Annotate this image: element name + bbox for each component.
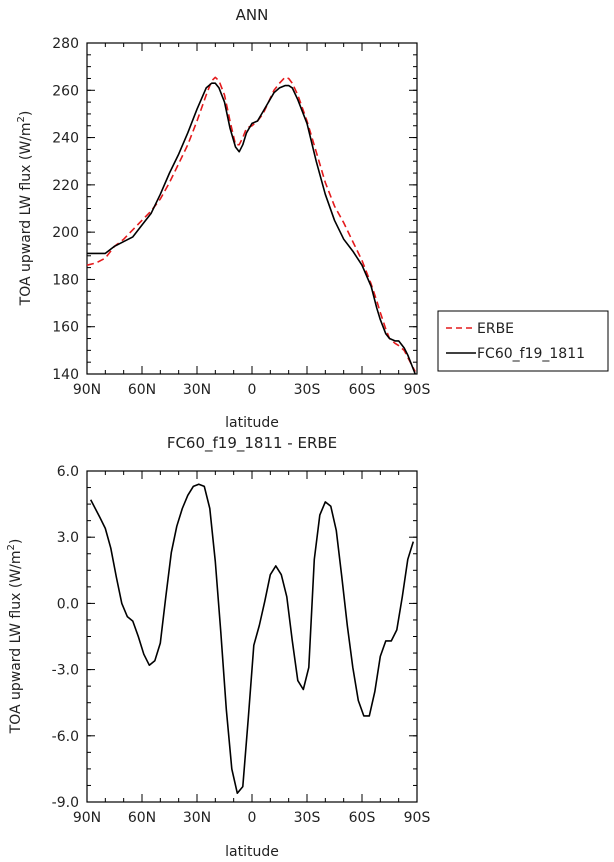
bottom-x-tick-label: 60N bbox=[128, 810, 156, 826]
top-panel: ANN 90N 60N 30N 0 30S 60S 90S 140 160 180 200 220 24… bbox=[16, 6, 609, 431]
bottom-y-tick-label: 3.0 bbox=[57, 530, 79, 546]
top-x-axis-label: latitude bbox=[225, 415, 279, 431]
top-chart-title: ANN bbox=[236, 6, 269, 24]
top-y-tick-label: 180 bbox=[52, 272, 79, 288]
bottom-panel: FC60_f19_1811 - ERBE 90N 60N 30N 0 30S 60S 90S… bbox=[6, 434, 430, 860]
bottom-x-axis-label: latitude bbox=[225, 844, 279, 860]
top-y-axis-label-sup: 2 bbox=[16, 116, 27, 122]
top-y-tick-label: 260 bbox=[52, 83, 79, 99]
top-y-tick-label: 140 bbox=[52, 367, 79, 383]
top-y-axis-label: TOA upward LW flux (W/m2) bbox=[16, 111, 34, 307]
top-x-tick-label: 0 bbox=[248, 382, 257, 398]
bottom-y-axis-label-sup: 2 bbox=[6, 544, 17, 550]
legend: ERBE FC60_f19_1811 bbox=[437, 310, 609, 372]
bottom-y-axis-label-close: ) bbox=[8, 539, 24, 544]
top-x-tick-label: 30S bbox=[294, 382, 321, 398]
top-series-line-fc60-f19-1811 bbox=[87, 82, 416, 375]
top-x-tick-label: 90N bbox=[73, 382, 101, 398]
bottom-y-tick-label: 0.0 bbox=[57, 596, 79, 612]
legend-box bbox=[437, 310, 609, 372]
top-x-tick-label: 60N bbox=[128, 382, 156, 398]
bottom-y-tick-label: 6.0 bbox=[57, 464, 79, 480]
bottom-x-tick-label: 30S bbox=[294, 810, 321, 826]
bottom-plot-frame bbox=[86, 470, 418, 803]
top-y-tick-label: 240 bbox=[52, 131, 79, 147]
bottom-x-tick-label: 0 bbox=[248, 810, 257, 826]
bottom-series-line-0 bbox=[89, 483, 415, 795]
top-series-line-erbe bbox=[86, 76, 416, 372]
bottom-x-tick-label: 90N bbox=[73, 810, 101, 826]
legend-label-fc60: FC60_f19_1811 bbox=[477, 346, 585, 362]
top-plot-frame bbox=[86, 42, 418, 375]
bottom-x-tick-label: 30N bbox=[183, 810, 211, 826]
top-x-tick-label: 90S bbox=[404, 382, 431, 398]
top-y-axis-label-close: ) bbox=[18, 111, 34, 116]
bottom-y-tick-label: -9.0 bbox=[52, 795, 79, 811]
bottom-y-tick-label: -6.0 bbox=[52, 729, 79, 745]
top-x-tick-label: 60S bbox=[349, 382, 376, 398]
legend-label-erbe: ERBE bbox=[477, 321, 514, 337]
bottom-y-axis-label: TOA upward LW flux (W/m2) bbox=[6, 539, 24, 735]
top-y-tick-label: 220 bbox=[52, 178, 79, 194]
top-y-tick-label: 160 bbox=[52, 320, 79, 336]
bottom-chart-title: FC60_f19_1811 - ERBE bbox=[167, 434, 337, 453]
top-y-tick-label: 280 bbox=[52, 36, 79, 52]
bottom-y-tick-label: -3.0 bbox=[52, 663, 79, 679]
top-x-tick-label: 30N bbox=[183, 382, 211, 398]
bottom-x-tick-label: 60S bbox=[349, 810, 376, 826]
bottom-x-tick-label: 90S bbox=[404, 810, 431, 826]
top-y-tick-label: 200 bbox=[52, 225, 79, 241]
